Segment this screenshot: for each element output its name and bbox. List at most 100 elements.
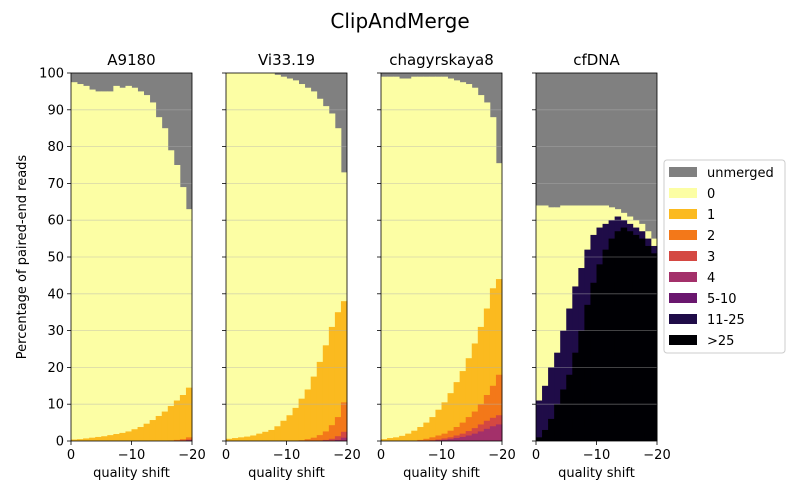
bar-segment <box>149 102 157 441</box>
bar-segment <box>578 407 585 441</box>
panel-1: Vi33.19 0 −10 −20 quality shift <box>222 51 361 481</box>
bar-segment <box>596 428 603 441</box>
bar-segment <box>453 427 461 441</box>
bar-segment <box>340 301 348 441</box>
legend: unmerged 0 1 2 3 4 5-10 11-25 >25 <box>663 159 786 354</box>
bar-segment <box>161 411 169 441</box>
bar-segment <box>143 423 151 441</box>
legend-swatch <box>669 230 697 240</box>
bar-segment <box>471 87 479 441</box>
bar-segment <box>429 437 436 441</box>
bar-segment <box>328 425 336 441</box>
bar-segment <box>560 330 567 441</box>
bar-segment <box>572 418 579 441</box>
bar-segment <box>328 438 336 441</box>
bar-segment <box>560 422 567 441</box>
x-tick-label: −10 <box>273 448 300 463</box>
bar-segment <box>536 400 543 441</box>
bar-segment <box>566 411 573 441</box>
bar-segment <box>286 78 293 442</box>
legend-swatch <box>669 293 697 303</box>
bar-segment <box>107 435 114 441</box>
bar-segment <box>542 385 549 441</box>
bar-segment <box>495 279 503 441</box>
bar-segment <box>638 279 646 441</box>
bar-segment <box>316 98 324 441</box>
bar-segment <box>459 422 467 441</box>
bar-segment <box>71 439 78 441</box>
bar-segment <box>340 437 348 441</box>
bar-segment <box>334 417 342 441</box>
bar-segment <box>447 78 454 442</box>
bar-segment <box>77 84 84 441</box>
bar-segment <box>399 78 406 442</box>
x-tick-label: −20 <box>488 448 515 463</box>
bar-segment <box>77 439 84 441</box>
bar-segment <box>399 435 406 441</box>
x-tick-label: 0 <box>532 448 540 463</box>
bar-segment <box>310 91 318 442</box>
bar-segment <box>161 128 169 441</box>
bar-segment <box>560 433 567 441</box>
bar-segment <box>185 387 193 441</box>
bar-segment <box>423 438 430 441</box>
bar-segment <box>179 395 187 441</box>
bar-segment <box>441 433 448 441</box>
bar-segment <box>411 430 418 441</box>
bar-segment <box>185 209 193 441</box>
bar-segment <box>566 428 573 441</box>
panel-0: A9180 0 10 20 30 40 50 60 70 80 90 100 0 −10 −20 qualit… <box>39 51 206 481</box>
bar-segment <box>322 345 330 441</box>
bar-segment <box>316 435 324 441</box>
bar-segment <box>489 117 497 441</box>
bar-segment <box>107 91 114 442</box>
bar-segment <box>417 439 424 441</box>
bar-segment <box>477 431 485 441</box>
bar-segment <box>638 437 646 441</box>
bar-segment <box>417 76 424 442</box>
bar-segment <box>334 128 342 441</box>
figure-title: ClipAndMerge <box>330 9 469 33</box>
bar-segment <box>185 437 193 441</box>
bar-segment <box>429 417 436 441</box>
bar-segment <box>578 426 585 441</box>
bar-segment <box>471 343 479 441</box>
bar-segment <box>536 437 543 441</box>
y-tick-label: 80 <box>47 140 64 155</box>
bar-segment <box>417 427 424 441</box>
y-axis-label: Percentage of paired-end reads <box>15 155 30 360</box>
bar-segment <box>441 402 448 441</box>
panel-title: A9180 <box>107 51 155 69</box>
bar-segment <box>566 374 573 441</box>
legend-swatch <box>669 314 697 324</box>
bar-segment <box>495 374 503 441</box>
bar-segment <box>584 418 591 441</box>
bar-segment <box>459 436 467 441</box>
bar-segment <box>447 393 454 441</box>
bar-segment <box>304 87 312 441</box>
bar-segment <box>548 418 555 441</box>
bar-segment <box>83 85 90 441</box>
y-tick-label: 90 <box>47 103 64 118</box>
bar-segment <box>435 409 442 441</box>
bar-segment <box>489 385 497 441</box>
x-axis-label: quality shift <box>558 466 635 481</box>
bar-segment <box>441 438 448 441</box>
bar-segment <box>173 165 181 441</box>
bar-segment <box>650 282 658 441</box>
bar-segment <box>483 428 491 441</box>
bar-segment <box>453 382 461 441</box>
bar-segment <box>614 407 622 441</box>
bar-segment <box>89 89 96 441</box>
bar-segment <box>483 395 491 441</box>
bar-segment <box>137 91 144 442</box>
panel-2: chagyrskaya8 0 −10 −20 quality shift <box>377 51 516 481</box>
bar-segment <box>632 439 640 441</box>
bar-segment <box>381 439 388 441</box>
bar-segment <box>602 422 609 441</box>
bar-segment <box>125 431 132 441</box>
bar-segment <box>113 434 120 441</box>
bar-segment <box>441 439 448 441</box>
bar-segment <box>644 279 652 441</box>
